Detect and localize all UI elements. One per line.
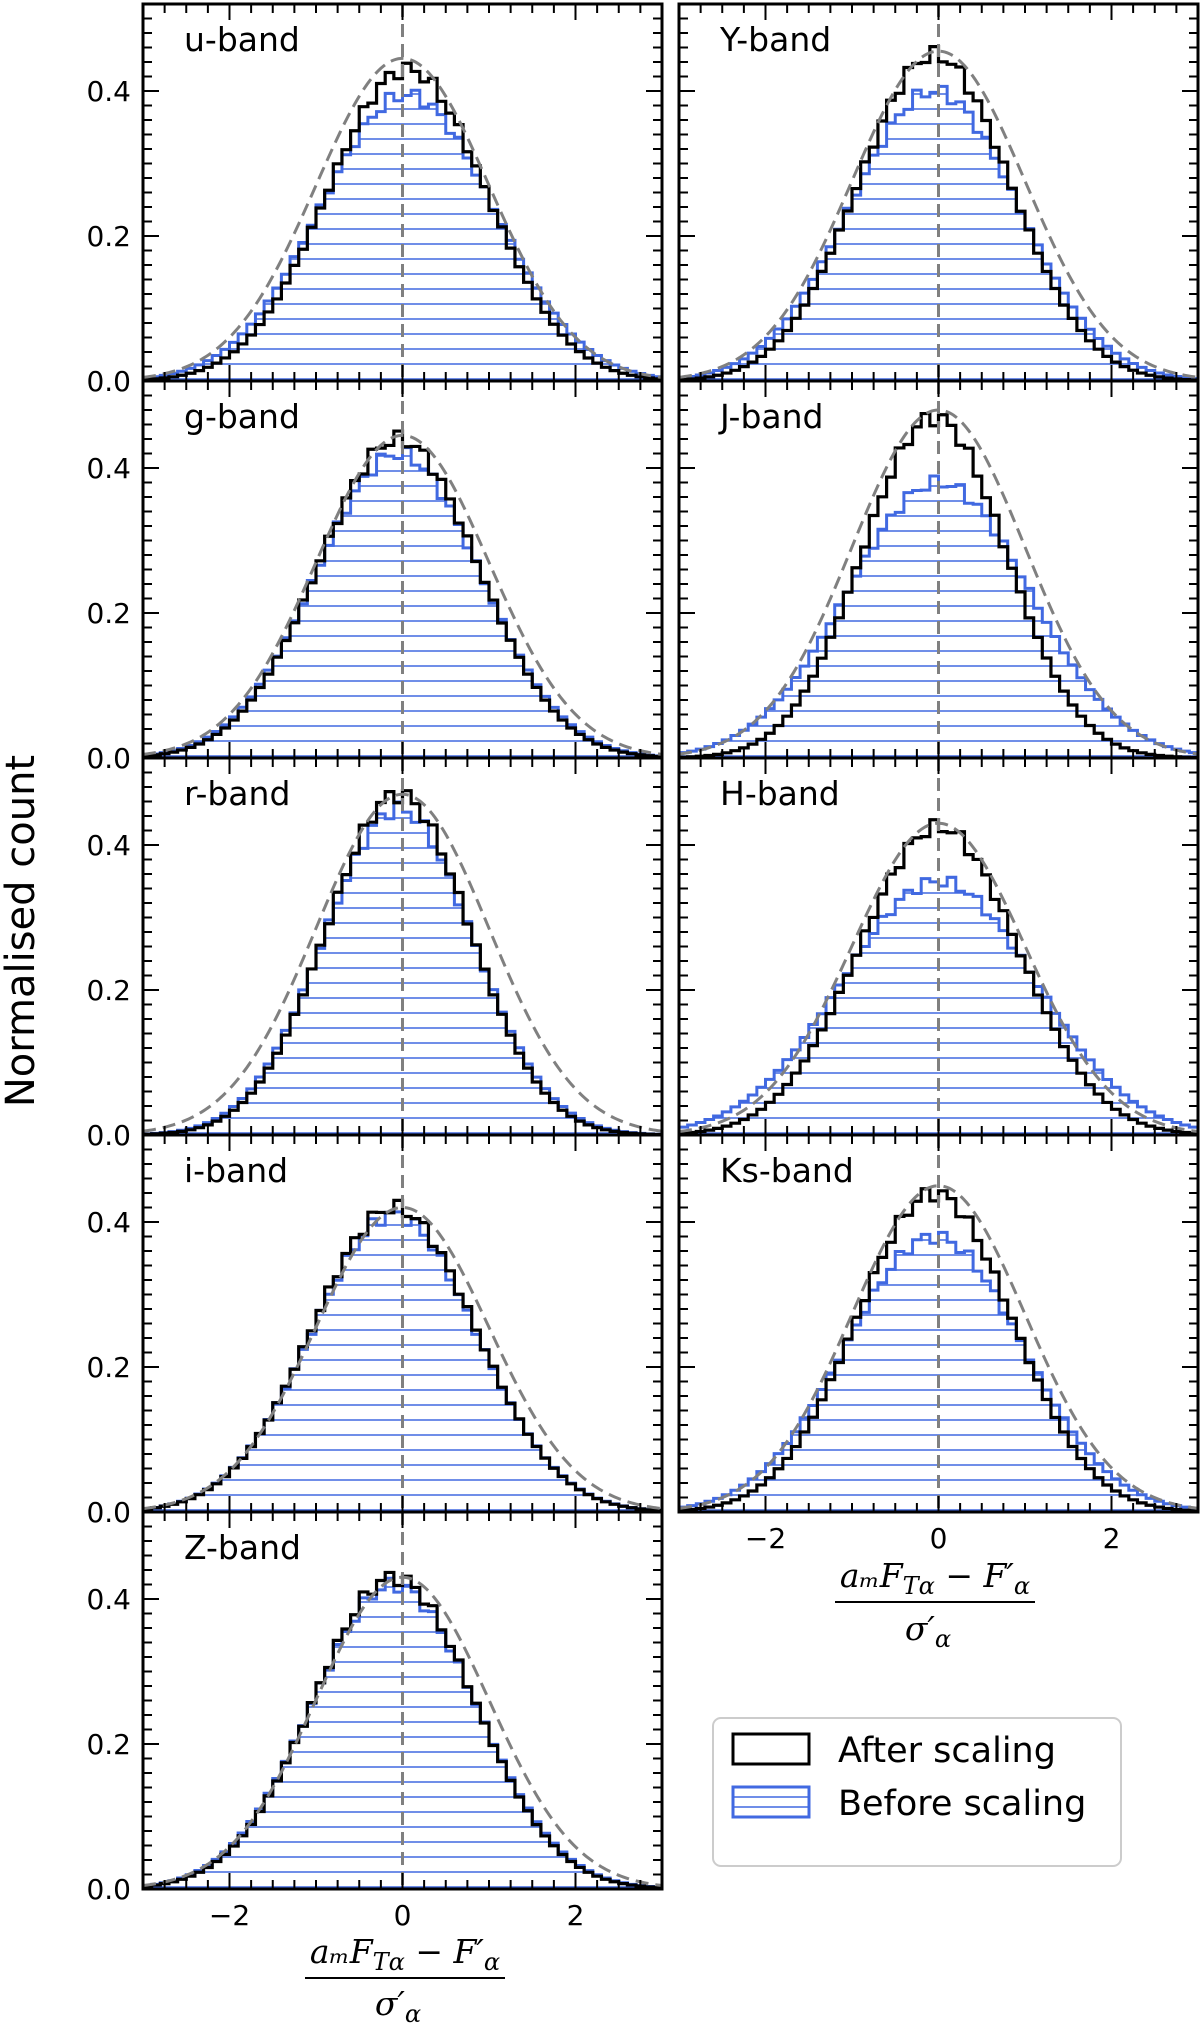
gaussian-reference	[143, 433, 662, 756]
panel-g-band: 0.0 0.2 0.4 g-band	[86, 379, 664, 775]
y-tick-label: 0.4	[86, 1206, 131, 1239]
panel-H-band: H-band	[677, 756, 1200, 1137]
y-tick-label: 0.4	[86, 1583, 131, 1616]
panel-Y-band: Y-band	[677, 2, 1200, 383]
band-label: r-band	[184, 774, 290, 813]
y-tick-label: 0.0	[86, 1119, 131, 1152]
panel-J-band: J-band	[677, 379, 1200, 760]
before-histogram	[679, 1230, 1198, 1512]
y-tick-label: 0.0	[86, 1496, 131, 1529]
y-tick-label: 0.2	[86, 597, 131, 630]
band-label: Ks-band	[720, 1151, 854, 1190]
band-label: i-band	[184, 1151, 288, 1190]
panel-Z-band: 0.0 0.2 0.4 −2 0 2 Z-band	[86, 1510, 664, 1932]
x-tick-label: 2	[1103, 1522, 1121, 1555]
y-tick-label: 0.0	[86, 742, 131, 775]
x-tick-label: −2	[209, 1899, 250, 1932]
y-tick-label: 0.4	[86, 829, 131, 862]
y-tick-label: 0.0	[86, 365, 131, 398]
before-histogram	[143, 88, 662, 381]
legend-frame	[712, 1717, 1122, 1867]
y-axis-label: Normalised count	[0, 755, 44, 1107]
band-label: g-band	[184, 397, 300, 436]
panel-r-band: 0.0 0.2 0.4 r-band	[86, 756, 664, 1152]
x-axis-label-right: aₘFTα − F′α σ′α	[835, 1556, 1035, 1653]
before-histogram	[679, 474, 1198, 758]
panel-Ks-band: −2 0 2 Ks-band	[677, 1133, 1200, 1555]
after-histogram	[143, 429, 662, 758]
legend-after-label: After scaling	[838, 1731, 1056, 1771]
gaussian-reference	[679, 1184, 1198, 1510]
x-tick-label: 0	[930, 1522, 948, 1555]
x-label-denominator-right: σ′α	[905, 1609, 951, 1653]
gaussian-reference	[143, 56, 662, 379]
y-tick-label: 0.4	[86, 75, 131, 108]
band-label: Z-band	[184, 1528, 301, 1567]
legend-before-label: Before scaling	[838, 1784, 1086, 1824]
legend: After scaling Before scaling	[712, 1717, 1122, 1867]
gaussian-reference	[143, 792, 662, 1133]
x-label-numerator: aₘFTα − F′α	[310, 1932, 500, 1976]
legend-before-swatch	[731, 1785, 811, 1819]
y-tick-label: 0.2	[86, 1728, 131, 1761]
x-tick-label: 0	[394, 1899, 412, 1932]
y-tick-label: 0.2	[86, 974, 131, 1007]
panels-layer: 0.0 0.2 0.4 u-band 0.0 0.2 0.4 g-band 0.0 0.2 0.4 r…	[86, 2, 1200, 1932]
x-label-numerator-right: aₘFTα − F′α	[840, 1556, 1030, 1600]
panel-i-band: 0.0 0.2 0.4 i-band	[86, 1133, 664, 1529]
band-label: J-band	[718, 397, 824, 436]
x-label-denominator: σ′α	[375, 1984, 421, 2024]
band-label: H-band	[720, 774, 840, 813]
x-tick-label: −2	[745, 1522, 786, 1555]
x-tick-label: 2	[567, 1899, 585, 1932]
panel-u-band: 0.0 0.2 0.4 u-band	[86, 2, 664, 398]
y-tick-label: 0.4	[86, 452, 131, 485]
after-histogram	[143, 1198, 662, 1512]
x-axis-label-left: aₘFTα − F′α σ′α	[305, 1932, 505, 2024]
band-label: Y-band	[719, 20, 831, 59]
legend-after-swatch	[731, 1732, 811, 1766]
y-tick-label: 0.0	[86, 1873, 131, 1906]
band-label: u-band	[184, 20, 300, 59]
y-tick-label: 0.2	[86, 1351, 131, 1384]
y-tick-label: 0.2	[86, 220, 131, 253]
